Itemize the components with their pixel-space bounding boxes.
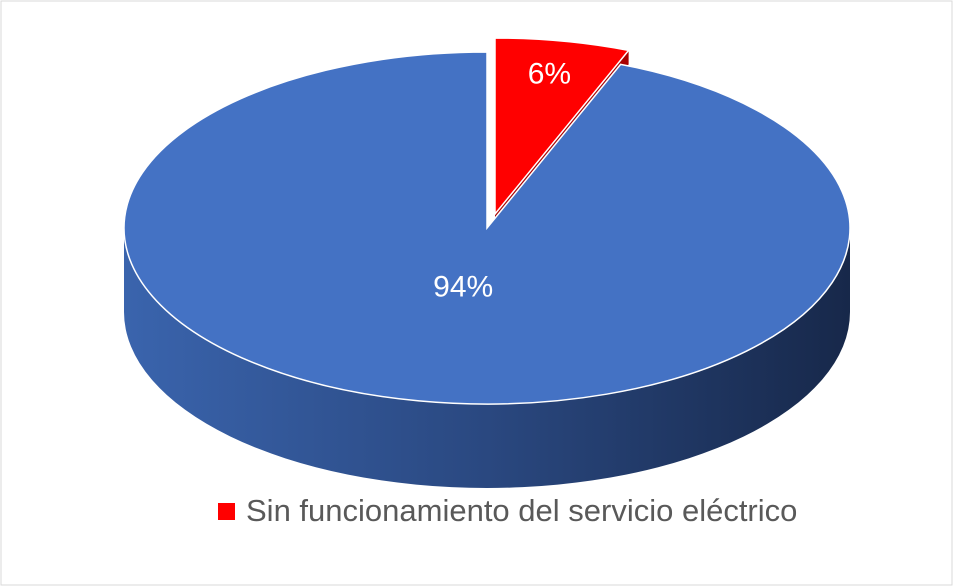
data-label: 94% bbox=[433, 270, 493, 303]
data-label: 6% bbox=[528, 58, 571, 91]
legend-label: Sin funcionamiento del servicio eléctric… bbox=[246, 493, 797, 528]
slice-side bbox=[124, 228, 850, 488]
legend-swatch bbox=[218, 503, 235, 520]
slice bbox=[494, 37, 631, 217]
slice bbox=[123, 51, 851, 405]
